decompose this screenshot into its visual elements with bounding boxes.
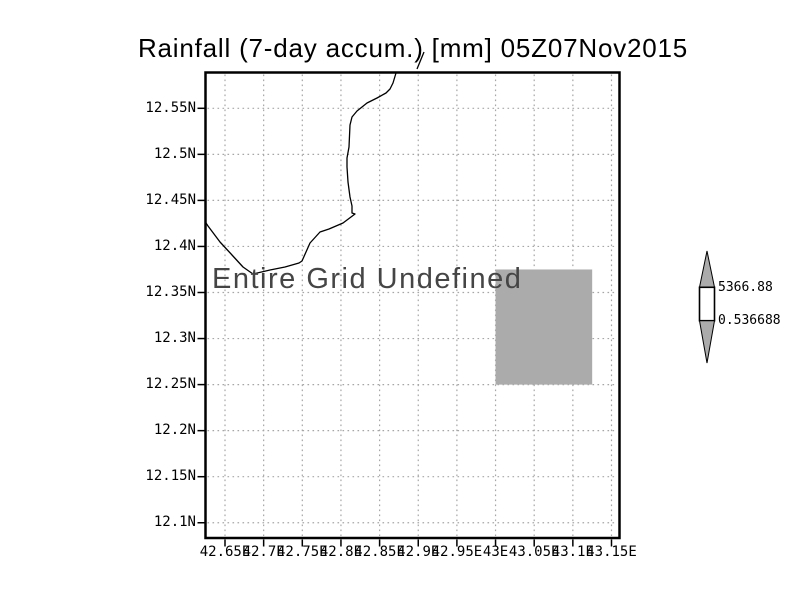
x-tick-label: 42.95E (431, 544, 483, 560)
coastline-fragment (416, 51, 425, 70)
x-tick-label: 43E (482, 544, 509, 560)
x-tick-label: 42.9E (397, 544, 440, 560)
undefined-region (495, 269, 593, 385)
coastline (205, 72, 397, 275)
colorbar-top-arrow (698, 250, 716, 288)
y-tick-label: 12.4N (153, 237, 196, 254)
undefined-annotation: Entire Grid Undefined (212, 263, 523, 295)
y-tick-label: 12.15N (145, 468, 196, 485)
y-tick-label: 12.5N (153, 145, 196, 162)
x-tick-label: 42.85E (354, 544, 405, 560)
y-tick-label: 12.35N (145, 284, 196, 300)
x-tick-label: 43.1E (551, 544, 594, 560)
x-tick-label: 42.75E (277, 544, 328, 560)
y-tick-label: 12.3N (153, 330, 196, 347)
x-tick-label: 43.05E (508, 544, 560, 560)
y-tick-label: 12.45N (145, 191, 196, 208)
y-tick-label: 12.25N (145, 376, 196, 393)
colorbar-body (698, 286, 716, 322)
colorbar-min-label: 0.536688 (718, 313, 781, 328)
x-tick-label: 43.15E (586, 544, 637, 560)
y-tick-label: 12.1N (153, 514, 196, 531)
y-tick-label: 12.2N (153, 422, 196, 439)
colorbar-bottom-arrow (698, 320, 716, 364)
chart-title: Rainfall (7-day accum.) [mm] 05Z07Nov201… (137, 33, 689, 63)
x-tick-label: 42.7E (242, 544, 285, 560)
colorbar-max-label: 5366.88 (718, 280, 773, 295)
x-tick-label: 42.8E (319, 544, 363, 560)
x-tick-label: 42.65E (199, 544, 251, 560)
y-tick-label: 12.55N (145, 99, 196, 116)
plot-frame (204, 71, 621, 540)
